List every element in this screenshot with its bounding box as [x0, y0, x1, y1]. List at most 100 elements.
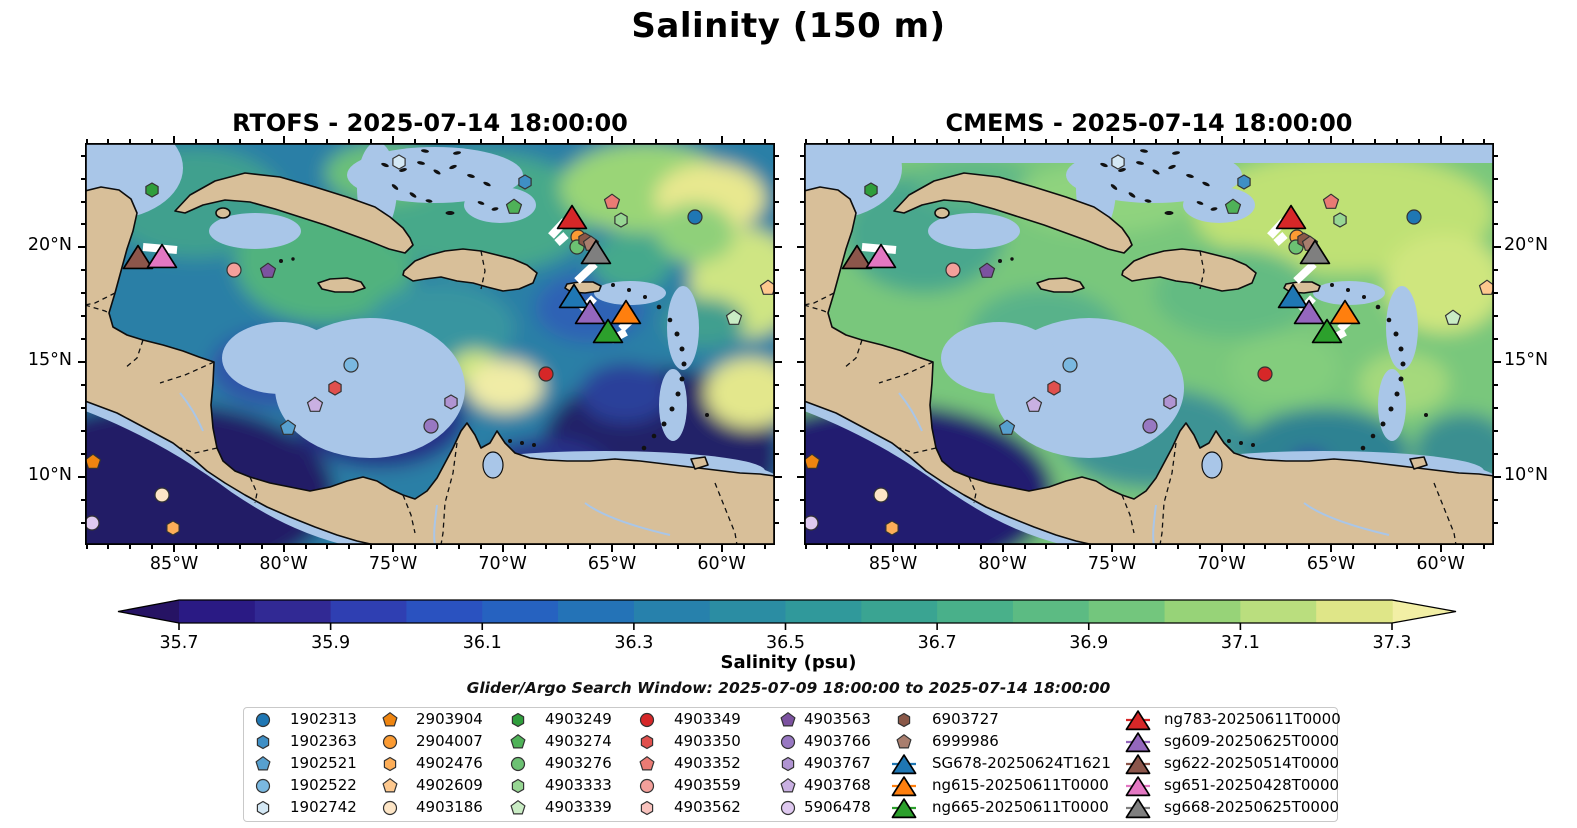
float-marker-4903333	[511, 778, 525, 794]
float-marker-4903349	[639, 712, 655, 728]
glider-marker-sg651-20250428T0000	[146, 243, 178, 269]
axis-tick	[775, 338, 779, 341]
country-borders	[85, 250, 738, 545]
float-marker-4903352	[639, 756, 655, 771]
axis-tick	[1461, 545, 1464, 549]
float-marker-4903559	[945, 262, 961, 278]
axis-tick	[1352, 545, 1354, 549]
axis-tick	[523, 139, 526, 143]
axis-tick	[1286, 545, 1289, 549]
axis-tick	[1483, 545, 1486, 549]
axis-tick	[935, 545, 938, 549]
axis-tick	[457, 139, 460, 143]
colorbar-tick-label: 36.5	[766, 633, 805, 653]
axis-tick	[720, 136, 723, 143]
legend-item-label: 4903349	[674, 710, 741, 728]
axis-tick	[1154, 139, 1157, 143]
island-isle-of-youth	[934, 207, 950, 219]
axis-tick	[348, 545, 351, 549]
axis-tick	[1439, 136, 1442, 143]
axis-tick	[238, 139, 241, 143]
panel-title-rtofs: RTOFS - 2025-07-14 18:00:00	[232, 109, 628, 137]
axis-tick	[304, 139, 307, 143]
float-marker-1902522	[255, 778, 271, 794]
axis-tick	[797, 476, 804, 479]
float-marker-1902522	[343, 357, 359, 373]
axis-tick	[775, 223, 779, 226]
island-trinidad	[1409, 456, 1428, 470]
land-overlay	[804, 143, 1494, 545]
axis-tick	[1417, 545, 1420, 549]
axis-tick	[1395, 139, 1398, 143]
axis-tick	[195, 545, 197, 549]
axis-tick	[81, 453, 85, 456]
axis-tick	[1067, 545, 1070, 549]
float-marker-5906478	[804, 515, 819, 531]
axis-tick	[1023, 139, 1026, 143]
legend-item-label: 4903186	[416, 798, 483, 816]
cmems-markers-layer	[804, 154, 1494, 536]
axis-tick	[1494, 407, 1498, 410]
axis-tick	[81, 521, 85, 524]
axis-tick	[567, 545, 570, 549]
glider-marker-sg622-20250514T0000	[1125, 754, 1151, 775]
lon-tick-label: 60°W	[1416, 554, 1465, 574]
axis-tick	[1494, 338, 1498, 341]
axis-tick	[775, 521, 779, 524]
legend-marker-4903276	[505, 751, 531, 781]
axis-tick	[1242, 139, 1245, 143]
float-marker-4903186	[382, 800, 398, 816]
axis-tick	[567, 139, 570, 143]
legend-marker-ng615-20250611T0000	[891, 773, 917, 803]
axis-tick	[78, 246, 85, 249]
axis-tick	[870, 545, 873, 549]
axis-tick	[81, 292, 85, 295]
axis-tick	[775, 407, 779, 410]
lon-tick-label: 75°W	[1087, 554, 1137, 574]
axis-tick	[1483, 139, 1486, 143]
axis-tick	[1373, 139, 1376, 143]
float-marker-4903766	[780, 734, 796, 750]
float-marker-4903333	[614, 212, 628, 228]
float-marker-1902521	[279, 419, 297, 435]
axis-tick	[654, 545, 657, 549]
axis-tick	[775, 315, 779, 318]
lat-tick-label: 15°N	[1504, 350, 1549, 371]
axis-tick	[775, 177, 779, 180]
axis-tick	[698, 139, 701, 143]
glider-marker-sg609-20250625T0000	[1125, 732, 1151, 753]
float-marker-4903249	[511, 712, 525, 728]
axis-tick	[800, 521, 804, 524]
float-marker-1902363	[518, 174, 532, 190]
axis-tick	[479, 545, 482, 549]
axis-tick	[1023, 545, 1026, 549]
float-marker-1902521	[998, 419, 1016, 435]
axis-tick	[611, 545, 614, 552]
float-marker-4903766	[423, 418, 439, 434]
float-marker-4903350	[1047, 380, 1061, 396]
axis-tick	[435, 545, 438, 549]
colorbar-canvas	[117, 599, 1457, 630]
axis-tick	[151, 139, 154, 143]
float-marker-4902476	[885, 520, 899, 536]
axis-tick	[892, 136, 895, 143]
lon-tick-label: 60°W	[697, 554, 746, 574]
axis-tick	[800, 453, 804, 456]
axis-tick	[326, 545, 329, 549]
axis-tick	[1494, 154, 1498, 157]
axis-tick	[1308, 545, 1311, 549]
axis-tick	[775, 476, 782, 479]
axis-tick	[589, 139, 592, 143]
axis-tick	[173, 136, 176, 143]
axis-tick	[611, 136, 614, 143]
axis-tick	[78, 476, 85, 479]
axis-tick	[775, 453, 779, 456]
legend-item-label: 1902522	[290, 776, 357, 794]
axis-tick	[1330, 136, 1333, 143]
axis-tick	[800, 315, 804, 318]
axis-tick	[914, 545, 916, 549]
axis-tick	[1494, 476, 1501, 479]
axis-tick	[633, 545, 635, 549]
axis-tick	[797, 246, 804, 249]
axis-tick	[1417, 139, 1420, 143]
